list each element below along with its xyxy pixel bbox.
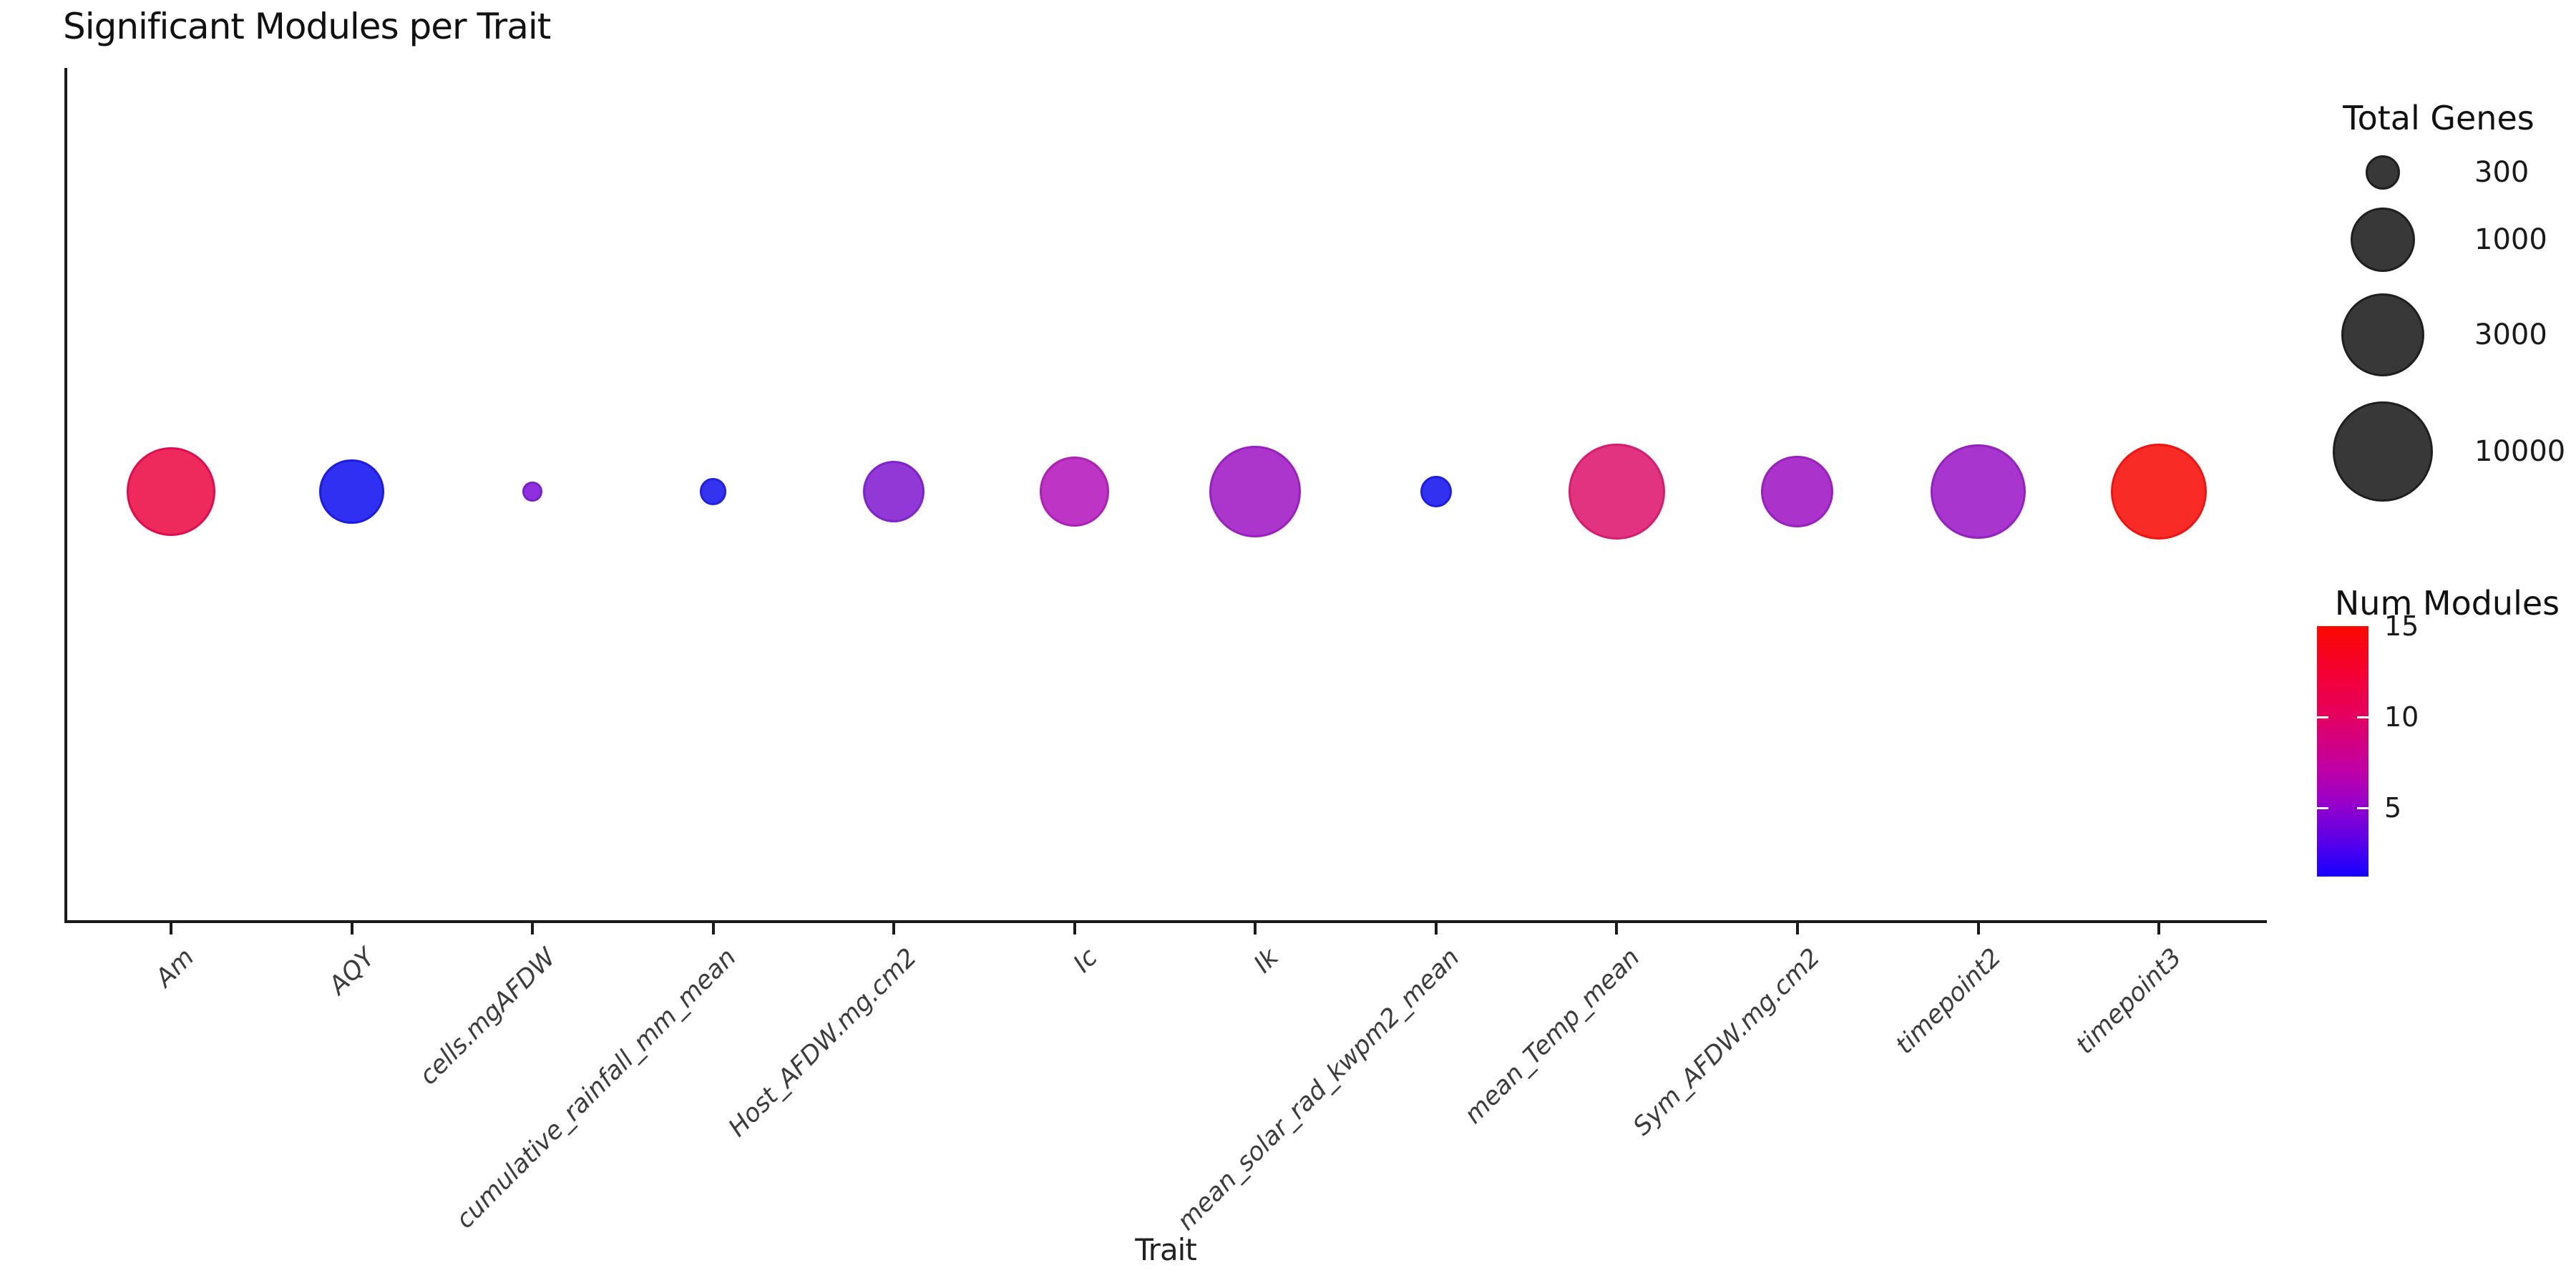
data-bubble-mean_Temp_mean [1568,443,1665,540]
data-bubble-Am [126,447,216,537]
color-legend-title: Num Modules [2334,584,2560,623]
size-legend-circle [2333,401,2433,502]
data-bubble-AQY [319,459,384,525]
data-bubble-timepoint3 [2110,443,2207,540]
x-tick [711,923,715,935]
colorbar-notch [2357,806,2368,809]
size-legend-title: Total Genes [2343,99,2534,137]
x-tick-label: cells.mgAFDW [414,943,562,1091]
x-tick [1795,923,1799,935]
x-tick-label: Host_AFDW.mg.cm2 [723,943,923,1143]
x-tick-label: mean_Temp_mean [1459,943,1646,1130]
x-tick-label: timepoint3 [2071,943,2188,1060]
colorbar-tick-label: 15 [2384,610,2419,642]
x-tick [350,923,353,935]
data-bubble-Host_AFDW.mg.cm2 [863,460,925,522]
x-tick-label: mean_solar_rad_kwpm2_mean [1171,943,1465,1236]
data-bubble-timepoint2 [1931,444,2026,540]
size-legend-circle [2366,155,2400,190]
x-tick [170,923,172,935]
colorbar-notch [2357,716,2368,718]
x-tick-label: timepoint2 [1890,943,2007,1060]
x-tick-label: cumulative_rainfall_mm_mean [451,943,742,1234]
colorbar-gradient [2317,626,2368,877]
x-tick [1073,923,1076,935]
x-axis-spine [64,920,2267,923]
colorbar-notch [2317,806,2328,809]
data-bubble-mean_solar_rad_kwpm2_mean [1420,475,1452,508]
size-legend-label: 1000 [2474,223,2547,256]
data-bubble-cumulative_rainfall_mm_mean [699,478,727,505]
x-tick [1434,923,1438,935]
size-legend-circle [2341,293,2425,377]
data-bubble-Sym_AFDW.mg.cm2 [1761,455,1834,528]
size-legend-circle [2350,207,2416,273]
data-bubble-cells.mgAFDW [522,482,542,502]
chart-title: Significant Modules per Trait [63,6,551,47]
x-tick-label: AQY [323,943,381,1000]
x-tick [1615,923,1619,935]
data-bubble-Ik [1209,446,1302,537]
x-tick [892,923,896,935]
colorbar-notch [2317,716,2328,718]
size-legend-label: 10000 [2474,435,2566,468]
y-axis-spine [64,68,67,923]
x-tick-label: Ic [1068,943,1104,979]
size-legend-label: 3000 [2474,318,2547,351]
x-axis-title: Trait [1135,1232,1197,1267]
x-tick-label: Am [150,943,200,993]
colorbar-tick-label: 10 [2384,701,2419,733]
colorbar-tick-label: 5 [2384,791,2402,824]
x-tick-label: Sym_AFDW.mg.cm2 [1628,943,1827,1141]
x-tick [2157,923,2161,935]
x-tick [1254,923,1257,935]
x-tick [1976,923,1980,935]
data-bubble-Ic [1040,457,1110,527]
x-tick-label: Ik [1248,943,1284,979]
size-legend-label: 300 [2474,156,2529,189]
x-tick [531,923,535,935]
